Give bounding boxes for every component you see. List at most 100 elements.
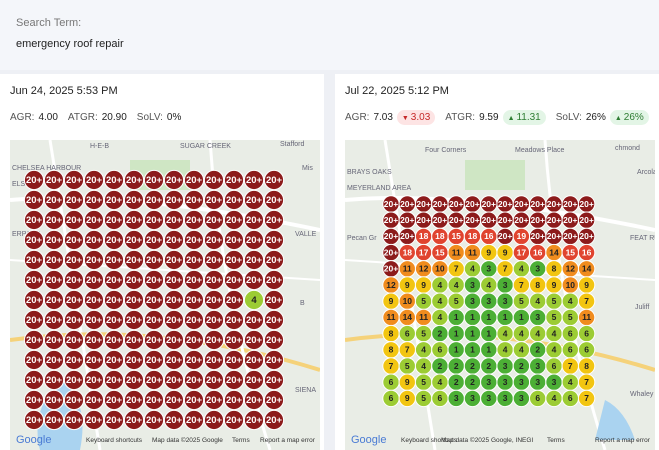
rank-marker xyxy=(163,309,185,331)
rank-marker xyxy=(83,369,105,391)
rank-marker xyxy=(183,349,205,371)
rank-label: 20+ xyxy=(465,215,479,225)
rank-label: 20+ xyxy=(563,215,577,225)
rank-marker xyxy=(143,309,165,331)
map-label: SUGAR CREEK xyxy=(180,143,231,150)
rank-label: 5 xyxy=(421,328,426,338)
rank-marker xyxy=(183,269,205,291)
metric-label: ATGR: xyxy=(67,112,98,123)
rank-label: 20+ xyxy=(26,275,43,286)
metric-value: 4.00 xyxy=(38,112,58,123)
rank-label: 20+ xyxy=(86,255,103,266)
rank-marker xyxy=(243,189,265,211)
rank-label: 20+ xyxy=(186,375,203,386)
rank-label: 18 xyxy=(468,231,478,241)
rank-label: 3 xyxy=(535,264,540,274)
rank-label: 7 xyxy=(568,361,573,371)
rank-label: 7 xyxy=(584,377,589,387)
rank-label: 11 xyxy=(387,312,396,322)
rank-label: 20+ xyxy=(126,355,143,366)
map-label: Pecan Gr xyxy=(347,235,377,242)
rank-label: 20+ xyxy=(166,235,183,246)
search-label: Search Term: xyxy=(16,17,82,29)
rank-marker xyxy=(43,329,65,351)
rank-label: 16 xyxy=(582,247,592,257)
rank-label: 20+ xyxy=(126,175,143,186)
rank-marker xyxy=(163,169,185,191)
rank-label: 20+ xyxy=(86,275,103,286)
rank-label: 20+ xyxy=(46,355,63,366)
rank-label: 12 xyxy=(566,264,576,274)
rank-marker xyxy=(183,389,205,411)
rank-marker xyxy=(263,189,285,211)
rank-label: 20+ xyxy=(186,335,203,346)
rank-label: 3 xyxy=(503,377,508,387)
rank-label: 20+ xyxy=(530,215,544,225)
rank-label: 1 xyxy=(486,345,491,355)
rank-marker xyxy=(223,329,245,351)
rank-marker xyxy=(263,249,285,271)
rank-marker xyxy=(143,169,165,191)
rank-label: 3 xyxy=(486,296,491,306)
rank-label: 20+ xyxy=(266,315,283,326)
map-footer-link: Terms xyxy=(547,437,565,444)
map-label: BRAYS OAKS xyxy=(347,169,392,176)
rank-marker xyxy=(123,329,145,351)
rank-label: 20+ xyxy=(266,395,283,406)
rank-marker xyxy=(23,269,45,291)
metric-change-value: 26% xyxy=(623,112,644,123)
rank-marker xyxy=(203,189,225,211)
rank-label: 20+ xyxy=(46,275,63,286)
rank-marker xyxy=(163,269,185,291)
rank-label: 20+ xyxy=(126,415,143,426)
rank-label: 4 xyxy=(503,328,508,338)
rank-marker xyxy=(183,189,205,211)
rank-label: 20+ xyxy=(146,375,163,386)
rank-label: 2 xyxy=(454,361,459,371)
rank-marker xyxy=(243,249,265,271)
rank-label: 5 xyxy=(421,393,426,403)
rank-label: 20+ xyxy=(514,215,528,225)
rank-marker xyxy=(243,269,265,291)
rank-marker xyxy=(243,409,265,431)
rank-label: 3 xyxy=(535,361,540,371)
rank-label: 20+ xyxy=(126,315,143,326)
rank-label: 18 xyxy=(435,231,445,241)
rank-label: 20+ xyxy=(46,235,63,246)
rank-label: 15 xyxy=(435,247,445,257)
rank-label: 5 xyxy=(568,312,573,322)
rank-label: 20+ xyxy=(384,231,398,241)
rank-label: 20+ xyxy=(166,335,183,346)
rank-label: 2 xyxy=(486,361,491,371)
rank-label: 6 xyxy=(568,393,573,403)
rank-label: 20+ xyxy=(246,375,263,386)
rank-label: 20+ xyxy=(226,195,243,206)
rank-label: 3 xyxy=(552,377,557,387)
rank-label: 20+ xyxy=(126,375,143,386)
rank-label: 20+ xyxy=(206,175,223,186)
rank-label: 14 xyxy=(403,312,413,322)
rank-marker xyxy=(63,389,85,411)
rank-label: 20+ xyxy=(482,215,496,225)
map-footer-link: Terms xyxy=(232,437,250,444)
rank-label: 20+ xyxy=(26,415,43,426)
rank-label: 20+ xyxy=(126,275,143,286)
rank-marker xyxy=(163,389,185,411)
rank-label: 20+ xyxy=(86,355,103,366)
rank-label: 20+ xyxy=(226,275,243,286)
rank-marker xyxy=(23,189,45,211)
rank-marker xyxy=(123,349,145,371)
rank-label: 20+ xyxy=(146,355,163,366)
metric: SoLV: 0% xyxy=(137,112,182,123)
map-label: chmond xyxy=(615,145,640,152)
rank-marker xyxy=(223,269,245,291)
rank-label: 6 xyxy=(438,345,443,355)
rank-label: 9 xyxy=(405,377,410,387)
metric-change: ▲ 11.31 xyxy=(502,110,546,125)
rank-label: 20+ xyxy=(106,195,123,206)
rank-marker xyxy=(23,289,45,311)
rank-label: 4 xyxy=(519,264,524,274)
rank-label: 3 xyxy=(503,280,508,290)
metric: ATGR: 9.59 ▲ 11.31 xyxy=(445,110,546,125)
rank-marker xyxy=(83,409,105,431)
